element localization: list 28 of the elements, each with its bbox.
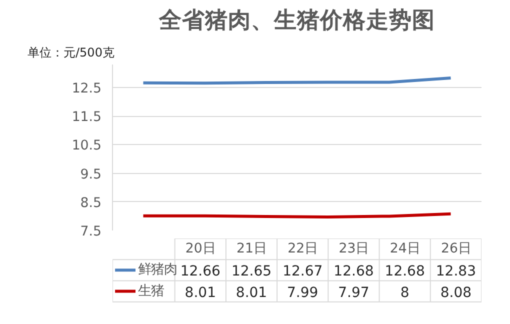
data-label: 7.97 bbox=[338, 284, 370, 301]
x-tick-label: 22日 bbox=[288, 242, 318, 257]
data-label: 12.67 bbox=[282, 264, 323, 280]
data-label: 8.01 bbox=[236, 284, 268, 301]
legend-label: 生猪 bbox=[138, 284, 164, 299]
data-label: 8 bbox=[400, 284, 410, 301]
x-tick-label: 21日 bbox=[236, 242, 266, 257]
data-label: 12.66 bbox=[180, 264, 221, 280]
y-tick-label: 7.5 bbox=[80, 224, 102, 240]
chart-title: 全省猪肉、生猪价格走势图 bbox=[158, 8, 435, 34]
data-label: 12.68 bbox=[334, 264, 374, 280]
y-tick-label: 9.5 bbox=[80, 167, 102, 182]
data-label: 12.65 bbox=[231, 264, 272, 280]
y-tick-label: 10.5 bbox=[72, 138, 102, 154]
data-label: 8.01 bbox=[184, 284, 216, 301]
text: 单位：元/500克 bbox=[28, 46, 114, 60]
x-tick-label: 24日 bbox=[390, 242, 420, 257]
data-label: 12.83 bbox=[436, 264, 476, 280]
y-tick-label: 11.5 bbox=[72, 110, 102, 126]
x-tick-label: 23日 bbox=[338, 242, 369, 257]
data-label: 8.08 bbox=[440, 284, 472, 301]
y-tick-label: 12.5 bbox=[72, 81, 102, 96]
x-tick-label: 20日 bbox=[185, 242, 216, 257]
x-tick-label: 26日 bbox=[440, 242, 471, 257]
legend-label: 鲜猪肉 bbox=[138, 262, 178, 278]
data-label: 7.99 bbox=[287, 284, 318, 301]
y-tick-label: 8.5 bbox=[80, 196, 102, 211]
data-label: 12.68 bbox=[384, 264, 425, 280]
